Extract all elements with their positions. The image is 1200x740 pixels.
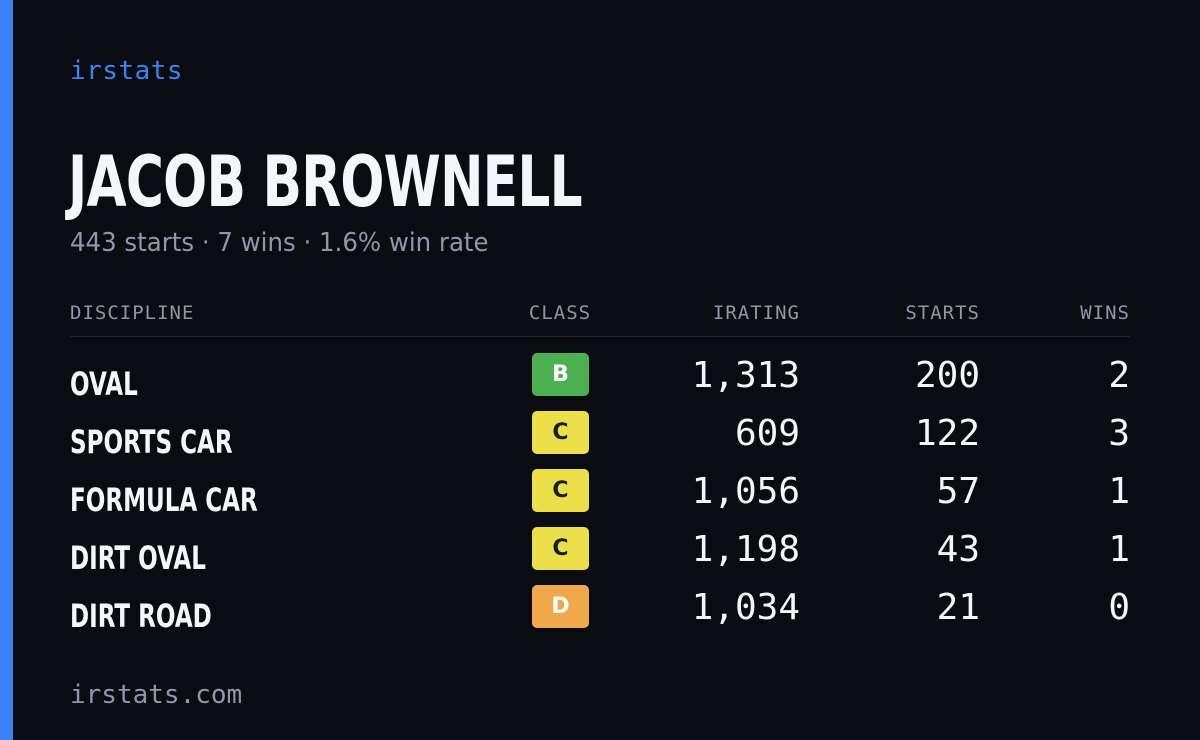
table-row: FORMULA CAR C 1,056 57 1 — [70, 469, 1130, 527]
wins-value: 1 — [1108, 471, 1130, 512]
starts-value: 57 — [936, 471, 980, 512]
table-body: OVAL B 1,313 200 2 SPORTS CAR C 609 122 … — [70, 337, 1130, 643]
class-badge: D — [532, 585, 589, 628]
starts-value: 21 — [936, 587, 980, 628]
wins-value: 2 — [1108, 355, 1130, 396]
header-discipline: DISCIPLINE — [70, 302, 195, 324]
wins-value: 1 — [1108, 529, 1130, 570]
discipline-name: OVAL — [70, 365, 138, 403]
wins-value: 3 — [1108, 413, 1130, 454]
class-badge: C — [532, 469, 589, 512]
table-row: DIRT ROAD D 1,034 21 0 — [70, 585, 1130, 643]
header-wins: WINS — [1080, 302, 1130, 324]
starts-value: 200 — [914, 355, 980, 396]
discipline-name: FORMULA CAR — [70, 481, 258, 519]
irating-value: 609 — [734, 413, 800, 454]
accent-bar — [0, 0, 13, 740]
irating-value: 1,056 — [691, 471, 800, 512]
class-badge: C — [532, 527, 589, 570]
table-row: DIRT OVAL C 1,198 43 1 — [70, 527, 1130, 585]
header-irating: IRATING — [712, 302, 800, 324]
header-starts: STARTS — [905, 302, 980, 324]
starts-value: 43 — [936, 529, 980, 570]
class-badge: B — [532, 353, 589, 396]
discipline-stats-table: DISCIPLINE CLASS IRATING STARTS WINS OVA… — [70, 298, 1130, 643]
discipline-name: DIRT OVAL — [70, 539, 206, 577]
table-row: OVAL B 1,313 200 2 — [70, 353, 1130, 411]
wins-value: 0 — [1108, 587, 1130, 628]
site-url[interactable]: irstats.com — [70, 680, 243, 710]
discipline-name: SPORTS CAR — [70, 423, 233, 461]
starts-value: 122 — [914, 413, 980, 454]
discipline-name: DIRT ROAD — [70, 597, 212, 635]
irating-value: 1,313 — [691, 355, 800, 396]
header-class: CLASS — [528, 302, 592, 324]
player-summary: 443 starts · 7 wins · 1.6% win rate — [70, 228, 489, 258]
irating-value: 1,198 — [691, 529, 800, 570]
class-badge: C — [532, 411, 589, 454]
player-name: JACOB BROWNELL — [68, 141, 583, 223]
table-row: SPORTS CAR C 609 122 3 — [70, 411, 1130, 469]
brand-logo-text[interactable]: irstats — [70, 56, 184, 86]
irating-value: 1,034 — [691, 587, 800, 628]
table-header: DISCIPLINE CLASS IRATING STARTS WINS — [70, 298, 1130, 337]
